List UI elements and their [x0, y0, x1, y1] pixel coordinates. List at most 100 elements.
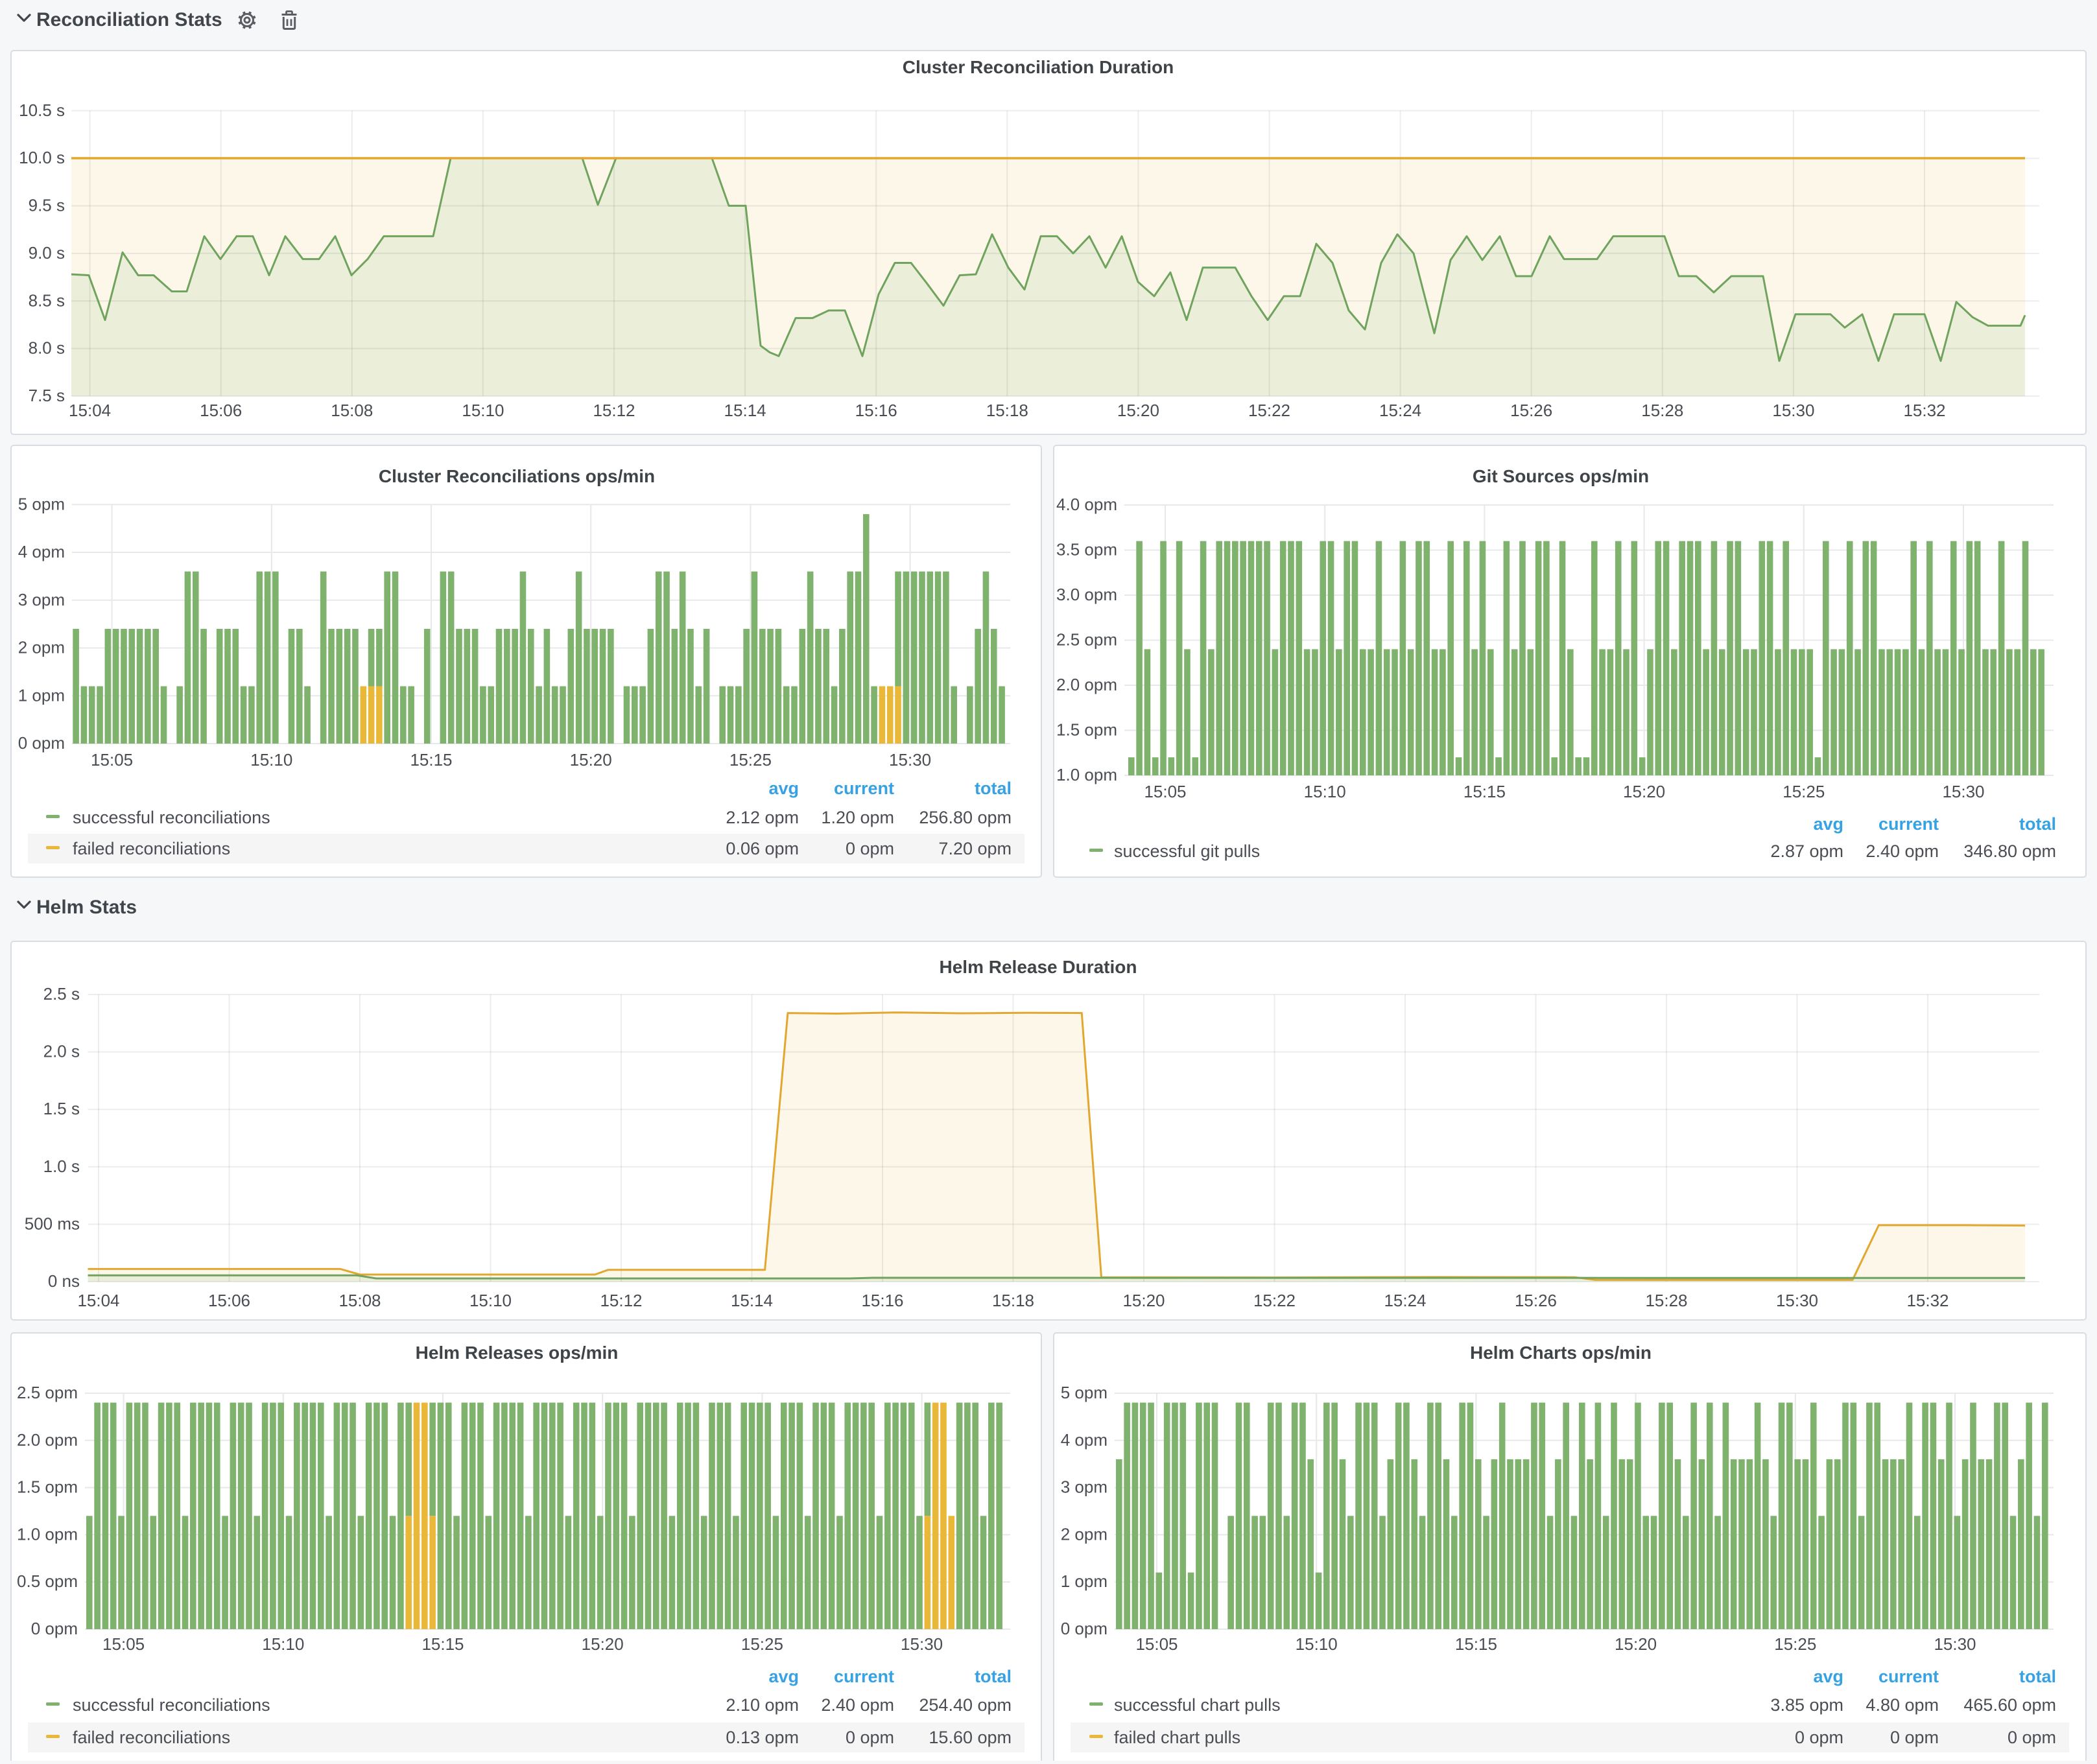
svg-text:3.0 opm: 3.0 opm [1056, 585, 1117, 604]
svg-text:15:14: 15:14 [731, 1291, 773, 1310]
svg-text:15:22: 15:22 [1253, 1291, 1296, 1310]
svg-text:3.5 opm: 3.5 opm [1056, 540, 1117, 559]
svg-text:465.60 opm: 465.60 opm [1963, 1695, 2056, 1715]
svg-text:1 opm: 1 opm [18, 685, 65, 705]
svg-text:256.80 opm: 256.80 opm [919, 808, 1012, 827]
svg-text:avg: avg [768, 1667, 799, 1686]
svg-text:15:30: 15:30 [901, 1634, 943, 1654]
svg-text:Helm Charts ops/min: Helm Charts ops/min [1470, 1343, 1652, 1363]
svg-text:0 opm: 0 opm [1061, 1619, 1108, 1638]
svg-text:0.5 opm: 0.5 opm [17, 1571, 78, 1591]
svg-text:15:30: 15:30 [889, 750, 931, 770]
svg-text:5 opm: 5 opm [18, 494, 65, 513]
svg-text:15:32: 15:32 [1906, 1291, 1949, 1310]
svg-text:successful chart pulls: successful chart pulls [1114, 1695, 1281, 1715]
svg-text:15:30: 15:30 [1776, 1291, 1818, 1310]
svg-text:2.5 opm: 2.5 opm [1056, 630, 1117, 650]
svg-text:15:06: 15:06 [208, 1291, 250, 1310]
svg-text:2 opm: 2 opm [1061, 1524, 1108, 1544]
svg-text:Cluster Reconciliations ops/mi: Cluster Reconciliations ops/min [379, 466, 655, 486]
svg-text:2.0 s: 2.0 s [43, 1042, 80, 1061]
svg-text:15:05: 15:05 [91, 750, 133, 770]
svg-text:15:24: 15:24 [1384, 1291, 1426, 1310]
svg-text:2.0 opm: 2.0 opm [17, 1430, 78, 1450]
svg-text:500 ms: 500 ms [25, 1214, 80, 1233]
svg-text:failed reconciliations: failed reconciliations [73, 839, 230, 858]
svg-text:1.5 opm: 1.5 opm [1056, 720, 1117, 740]
svg-text:Helm Stats: Helm Stats [36, 897, 137, 918]
svg-text:15:30: 15:30 [1772, 401, 1814, 420]
svg-text:total: total [975, 779, 1012, 798]
svg-text:8.0 s: 8.0 s [29, 338, 65, 358]
svg-text:15:30: 15:30 [1942, 782, 1984, 801]
svg-text:15:06: 15:06 [200, 401, 242, 420]
svg-text:1.0 opm: 1.0 opm [1056, 765, 1117, 784]
svg-text:15:15: 15:15 [1455, 1634, 1497, 1654]
svg-text:15:25: 15:25 [1774, 1634, 1816, 1654]
svg-text:15:16: 15:16 [861, 1291, 903, 1310]
svg-text:0 opm: 0 opm [2008, 1728, 2056, 1747]
svg-text:15:18: 15:18 [992, 1291, 1034, 1310]
svg-text:15:12: 15:12 [600, 1291, 642, 1310]
svg-text:15:20: 15:20 [582, 1634, 624, 1654]
svg-text:Git Sources ops/min: Git Sources ops/min [1473, 466, 1649, 486]
svg-text:1 opm: 1 opm [1061, 1571, 1108, 1591]
svg-text:15:10: 15:10 [1296, 1634, 1338, 1654]
svg-text:7.20 opm: 7.20 opm [938, 839, 1012, 858]
svg-text:15:15: 15:15 [421, 1634, 464, 1654]
svg-text:2 opm: 2 opm [18, 638, 65, 657]
svg-text:15:22: 15:22 [1248, 401, 1290, 420]
svg-text:2.10 opm: 2.10 opm [726, 1695, 799, 1715]
svg-text:15:08: 15:08 [338, 1291, 381, 1310]
svg-text:successful reconciliations: successful reconciliations [73, 808, 270, 827]
svg-text:4.0 opm: 4.0 opm [1056, 495, 1117, 514]
svg-text:3.85 opm: 3.85 opm [1770, 1695, 1843, 1715]
svg-text:total: total [2019, 1667, 2056, 1686]
svg-text:0 opm: 0 opm [846, 1728, 894, 1747]
svg-text:2.0 opm: 2.0 opm [1056, 675, 1117, 694]
svg-text:15:30: 15:30 [1934, 1634, 1976, 1654]
svg-text:0 opm: 0 opm [1890, 1728, 1939, 1747]
svg-text:current: current [1878, 1667, 1939, 1686]
svg-text:10.5 s: 10.5 s [19, 100, 65, 120]
svg-text:4.80 opm: 4.80 opm [1866, 1695, 1939, 1715]
svg-text:Helm Releases ops/min: Helm Releases ops/min [416, 1343, 619, 1363]
svg-text:0 opm: 0 opm [1795, 1728, 1843, 1747]
svg-text:avg: avg [1813, 1667, 1843, 1686]
svg-text:4 opm: 4 opm [1061, 1430, 1108, 1450]
svg-text:0 opm: 0 opm [18, 733, 65, 753]
svg-text:15:10: 15:10 [1304, 782, 1346, 801]
svg-text:15:20: 15:20 [1122, 1291, 1165, 1310]
svg-text:15:08: 15:08 [331, 401, 373, 420]
svg-text:15:15: 15:15 [1463, 782, 1506, 801]
svg-text:3 opm: 3 opm [18, 590, 65, 609]
svg-text:Cluster Reconciliation Duratio: Cluster Reconciliation Duration [903, 57, 1174, 77]
svg-text:failed chart pulls: failed chart pulls [1114, 1728, 1240, 1747]
svg-text:2.5 opm: 2.5 opm [17, 1383, 78, 1402]
svg-text:Helm Release Duration: Helm Release Duration [940, 957, 1137, 977]
svg-text:15:15: 15:15 [410, 750, 452, 770]
svg-text:15:20: 15:20 [570, 750, 612, 770]
svg-text:0.06 opm: 0.06 opm [726, 839, 799, 858]
svg-text:346.80 opm: 346.80 opm [1963, 841, 2056, 861]
svg-text:15:26: 15:26 [1510, 401, 1552, 420]
svg-text:15:14: 15:14 [724, 401, 766, 420]
svg-text:15:04: 15:04 [77, 1291, 119, 1310]
svg-text:15.60 opm: 15.60 opm [929, 1728, 1012, 1747]
svg-text:7.5 s: 7.5 s [29, 386, 65, 405]
svg-text:current: current [834, 1667, 894, 1686]
svg-text:total: total [975, 1667, 1012, 1686]
svg-text:0.13 opm: 0.13 opm [726, 1728, 799, 1747]
svg-text:avg: avg [768, 779, 799, 798]
svg-text:15:32: 15:32 [1903, 401, 1945, 420]
svg-text:15:05: 15:05 [1144, 782, 1186, 801]
svg-text:15:12: 15:12 [593, 401, 635, 420]
svg-text:8.5 s: 8.5 s [29, 290, 65, 310]
svg-text:4 opm: 4 opm [18, 542, 65, 561]
svg-text:15:16: 15:16 [855, 401, 897, 420]
svg-text:15:10: 15:10 [462, 401, 504, 420]
svg-text:2.5 s: 2.5 s [43, 984, 80, 1004]
svg-text:9.0 s: 9.0 s [29, 243, 65, 263]
svg-text:15:10: 15:10 [262, 1634, 304, 1654]
svg-text:1.0 s: 1.0 s [43, 1157, 80, 1176]
